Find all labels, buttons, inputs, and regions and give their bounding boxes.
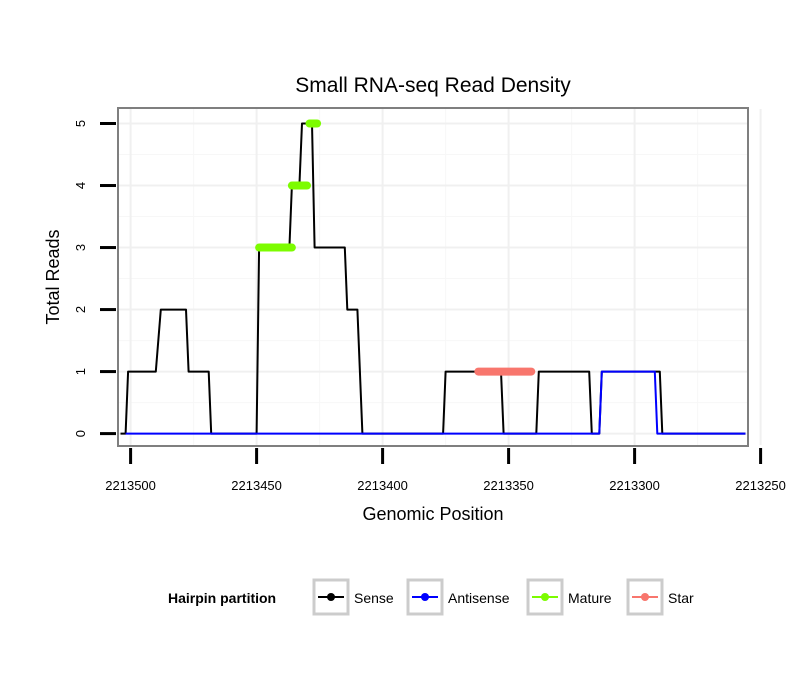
y-tick-label: 5 xyxy=(73,120,88,127)
legend-label: Star xyxy=(668,590,694,606)
legend-title: Hairpin partition xyxy=(168,590,276,606)
y-tick-label: 4 xyxy=(73,182,88,189)
legend-key-dot xyxy=(327,593,335,601)
y-axis-label: Total Reads xyxy=(43,229,63,324)
segments-layer xyxy=(255,119,536,376)
series-line-antisense xyxy=(125,370,746,435)
legend-label: Sense xyxy=(354,590,394,606)
legend-label: Antisense xyxy=(448,590,510,606)
y-tick-label: 3 xyxy=(73,244,88,251)
legend-item-antisense: Antisense xyxy=(406,578,510,616)
plot-panel xyxy=(117,107,749,447)
legend-item-mature: Mature xyxy=(526,578,612,616)
legend-key-dot xyxy=(641,593,649,601)
legend-key-dot xyxy=(541,593,549,601)
x-axis-label: Genomic Position xyxy=(362,504,503,524)
legend-item-star: Star xyxy=(626,578,694,616)
series-layer xyxy=(120,122,746,435)
x-tick-label: 2213250 xyxy=(735,478,786,493)
y-tick-label: 2 xyxy=(73,306,88,313)
legend-item-sense: Sense xyxy=(312,578,394,616)
legend: Hairpin partition Sense Antisense Mature St… xyxy=(168,578,694,616)
x-tick-label: 2213400 xyxy=(357,478,408,493)
axes-layer: 2213500 2213450 2213400 2213350 2213300 22132… xyxy=(73,120,786,493)
legend-label: Mature xyxy=(568,590,612,606)
x-tick-label: 2213300 xyxy=(609,478,660,493)
x-tick-label: 2213450 xyxy=(231,478,282,493)
x-tick-label: 2213500 xyxy=(105,478,156,493)
chart-title: Small RNA-seq Read Density xyxy=(295,74,571,97)
legend-key-dot xyxy=(421,593,429,601)
x-tick-label: 2213350 xyxy=(483,478,534,493)
series-line-sense xyxy=(120,122,746,435)
y-tick-label: 1 xyxy=(73,368,88,375)
y-tick-label: 0 xyxy=(73,430,88,437)
